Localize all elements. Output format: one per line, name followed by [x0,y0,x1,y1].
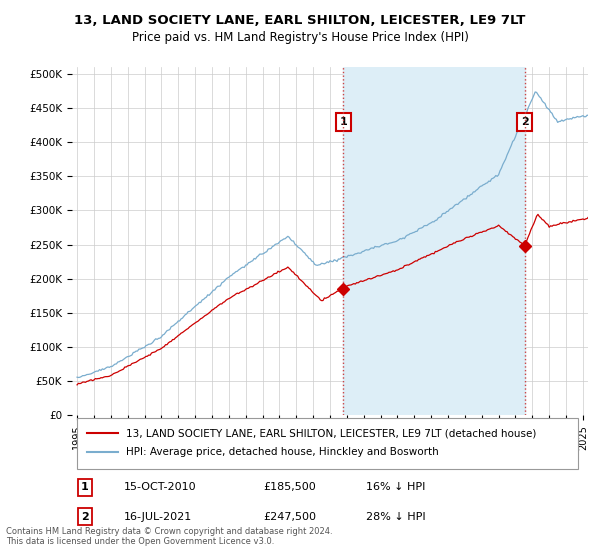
Text: 2: 2 [81,512,89,522]
Text: 2: 2 [521,117,529,127]
Text: 28% ↓ HPI: 28% ↓ HPI [366,512,426,522]
Text: 1: 1 [340,117,347,127]
Text: 13, LAND SOCIETY LANE, EARL SHILTON, LEICESTER, LE9 7LT (detached house): 13, LAND SOCIETY LANE, EARL SHILTON, LEI… [126,428,536,438]
Text: £185,500: £185,500 [263,482,316,492]
Text: HPI: Average price, detached house, Hinckley and Bosworth: HPI: Average price, detached house, Hinc… [126,447,439,457]
FancyBboxPatch shape [77,418,578,469]
Text: 13, LAND SOCIETY LANE, EARL SHILTON, LEICESTER, LE9 7LT: 13, LAND SOCIETY LANE, EARL SHILTON, LEI… [74,14,526,27]
Text: 1: 1 [81,482,89,492]
Text: 16% ↓ HPI: 16% ↓ HPI [366,482,425,492]
Text: £247,500: £247,500 [263,512,316,522]
Text: Contains HM Land Registry data © Crown copyright and database right 2024.
This d: Contains HM Land Registry data © Crown c… [6,526,332,546]
Text: Price paid vs. HM Land Registry's House Price Index (HPI): Price paid vs. HM Land Registry's House … [131,31,469,44]
Text: 15-OCT-2010: 15-OCT-2010 [124,482,196,492]
Bar [343,67,524,415]
Text: 16-JUL-2021: 16-JUL-2021 [124,512,192,522]
